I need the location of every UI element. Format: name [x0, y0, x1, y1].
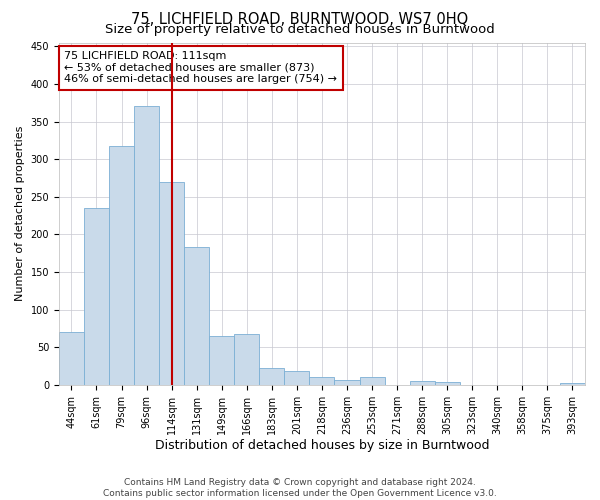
Bar [359, 376, 385, 385]
Bar [234, 334, 259, 385]
Bar [410, 381, 434, 385]
Bar [59, 332, 84, 385]
Bar [434, 382, 460, 385]
X-axis label: Distribution of detached houses by size in Burntwood: Distribution of detached houses by size … [155, 440, 489, 452]
Bar [560, 382, 585, 385]
Bar [334, 380, 359, 385]
Bar [209, 336, 234, 385]
Text: Contains HM Land Registry data © Crown copyright and database right 2024.
Contai: Contains HM Land Registry data © Crown c… [103, 478, 497, 498]
Bar [159, 182, 184, 385]
Bar [310, 376, 334, 385]
Text: 75 LICHFIELD ROAD: 111sqm
← 53% of detached houses are smaller (873)
46% of semi: 75 LICHFIELD ROAD: 111sqm ← 53% of detac… [64, 51, 337, 84]
Bar [109, 146, 134, 385]
Bar [84, 208, 109, 385]
Text: 75, LICHFIELD ROAD, BURNTWOOD, WS7 0HQ: 75, LICHFIELD ROAD, BURNTWOOD, WS7 0HQ [131, 12, 469, 28]
Text: Size of property relative to detached houses in Burntwood: Size of property relative to detached ho… [105, 22, 495, 36]
Y-axis label: Number of detached properties: Number of detached properties [15, 126, 25, 302]
Bar [259, 368, 284, 385]
Bar [134, 106, 159, 385]
Bar [184, 247, 209, 385]
Bar [284, 372, 310, 385]
